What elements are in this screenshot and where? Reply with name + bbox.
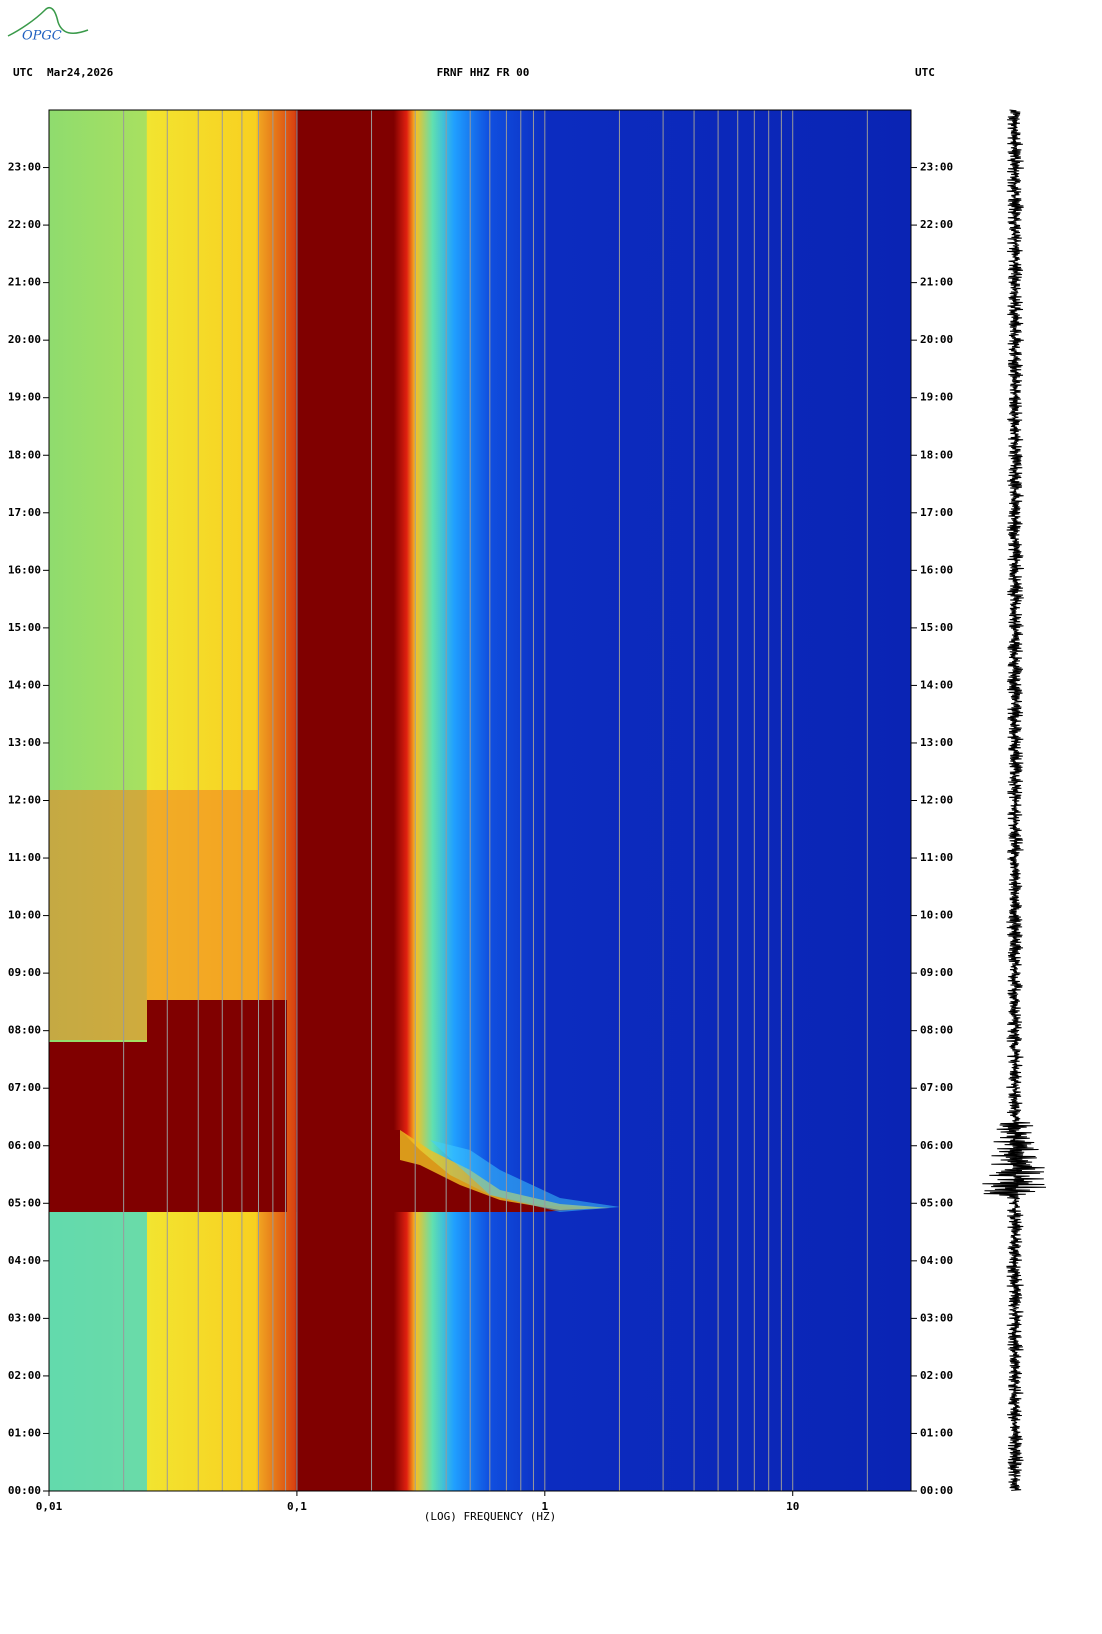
y-tick-label: 15:00 <box>8 621 41 634</box>
chart-title: FRNF HHZ FR 00 <box>437 66 530 79</box>
spectrum-field <box>49 790 259 1040</box>
time-zone: UTC <box>915 66 935 79</box>
logo-text: OPGC <box>22 29 62 44</box>
date: Mar24,2026 <box>47 66 114 79</box>
y-tick-label: 06:00 <box>920 1139 953 1152</box>
y-tick-label: 04:00 <box>920 1254 953 1267</box>
x-tick-label: 1 <box>541 1500 548 1513</box>
y-tick-label: 03:00 <box>8 1311 41 1324</box>
y-tick-label: 16:00 <box>920 563 953 576</box>
spectrum-field <box>49 1042 147 1212</box>
logo: OPGC <box>7 7 89 44</box>
y-tick-label: 09:00 <box>920 966 953 979</box>
y-tick-label: 18:00 <box>8 448 41 461</box>
y-tick-label: 08:00 <box>920 1024 953 1037</box>
y-tick-label: 19:00 <box>8 391 41 404</box>
y-tick-label: 16:00 <box>8 563 41 576</box>
y-tick-label: 00:00 <box>8 1484 41 1497</box>
grid <box>123 110 868 1491</box>
y-tick-label: 17:00 <box>920 506 953 519</box>
spectrum-field <box>147 1000 287 1212</box>
waveform <box>982 109 1047 1491</box>
y-tick-label: 23:00 <box>920 161 953 174</box>
x-tick-label: 0,1 <box>287 1500 307 1513</box>
y-tick-label: 05:00 <box>8 1196 41 1209</box>
y-tick-label: 11:00 <box>920 851 953 864</box>
y-tick-label: 19:00 <box>920 391 953 404</box>
y-tick-label: 02:00 <box>8 1369 41 1382</box>
y-tick-label: 10:00 <box>8 909 41 922</box>
event <box>430 1140 620 1212</box>
y-tick-label: 22:00 <box>920 218 953 231</box>
y-tick-label: 20:00 <box>8 333 41 346</box>
y-tick-label: 01:00 <box>920 1426 953 1439</box>
y-tick-label: 06:00 <box>8 1139 41 1152</box>
y-tick-label: 09:00 <box>8 966 41 979</box>
y-tick-label: 14:00 <box>920 678 953 691</box>
time-zone: UTC <box>13 66 33 79</box>
spectrogram-image <box>49 110 911 1491</box>
y-tick-label: 22:00 <box>8 218 41 231</box>
y-tick-label: 10:00 <box>920 909 953 922</box>
y-tick-label: 08:00 <box>8 1024 41 1037</box>
y-tick-label: 07:00 <box>8 1081 41 1094</box>
y-tick-label: 11:00 <box>8 851 41 864</box>
y-tick-label: 12:00 <box>920 794 953 807</box>
y-tick-label: 21:00 <box>920 276 953 289</box>
y-tick-label: 13:00 <box>920 736 953 749</box>
spectrum-field <box>49 1212 147 1491</box>
y-tick-label: 23:00 <box>8 161 41 174</box>
y-tick-label: 02:00 <box>920 1369 953 1382</box>
y-tick-label: 20:00 <box>920 333 953 346</box>
y-tick-label: 17:00 <box>8 506 41 519</box>
y-tick-label: 07:00 <box>920 1081 953 1094</box>
y-tick-label: 13:00 <box>8 736 41 749</box>
y-tick-label: 00:00 <box>920 1484 953 1497</box>
y-tick-label: 03:00 <box>920 1311 953 1324</box>
y-tick-label: 12:00 <box>8 794 41 807</box>
y-tick-label: 21:00 <box>8 276 41 289</box>
x-tick-label: 0,01 <box>36 1500 63 1513</box>
y-tick-label: 05:00 <box>920 1196 953 1209</box>
y-tick-label: 14:00 <box>8 678 41 691</box>
y-tick-label: 04:00 <box>8 1254 41 1267</box>
y-tick-label: 15:00 <box>920 621 953 634</box>
y-tick-label: 18:00 <box>920 448 953 461</box>
x-axis-label: (LOG) FREQUENCY (HZ) <box>424 1510 556 1523</box>
axes: 0,01 0,1 1 10 00:00 00:00 01:00 01:00 02:00 02:00… <box>8 161 953 1513</box>
y-tick-label: 01:00 <box>8 1426 41 1439</box>
x-tick-label: 10 <box>786 1500 799 1513</box>
